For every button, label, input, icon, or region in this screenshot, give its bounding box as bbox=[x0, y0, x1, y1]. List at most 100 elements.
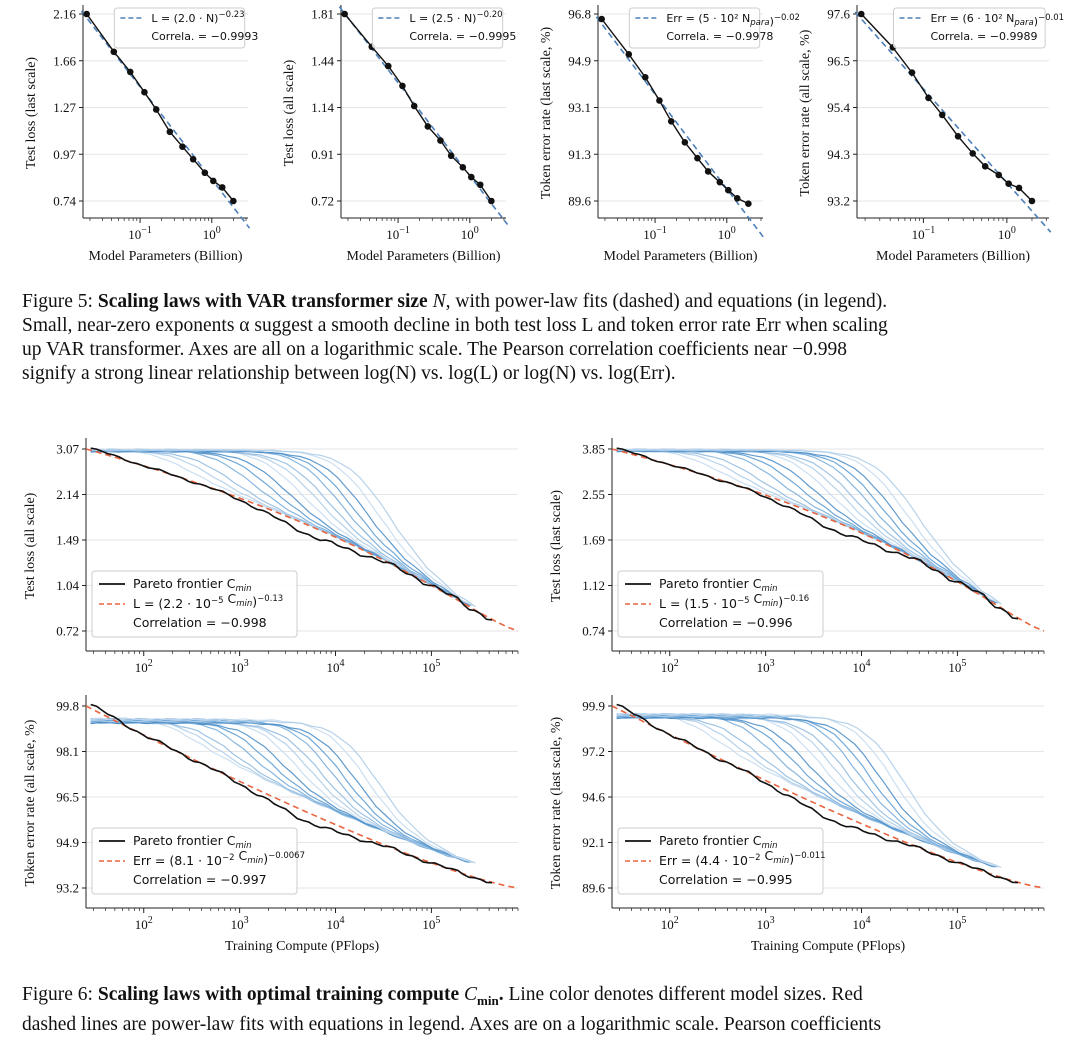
figure6-caption-bold: Scaling laws with optimal training compu… bbox=[97, 984, 460, 1005]
model-size-curve bbox=[616, 449, 1002, 605]
y-tick-label: 94.9 bbox=[56, 835, 79, 850]
y-axis-label: Test loss (all scale) bbox=[23, 492, 38, 599]
data-point bbox=[694, 154, 701, 162]
legend-fit-label: L = (2.2 · 10−5 Cmin)−0.13 bbox=[133, 591, 283, 611]
figure5-caption-line3: up VAR transformer. Axes are all on a lo… bbox=[22, 339, 848, 360]
data-point bbox=[384, 62, 392, 70]
fig6-panel-b: 3.85 2.55 1.69 1.12 0.74 102 103 104 105 Test los… bbox=[549, 438, 1045, 675]
y-tick-label: 97.2 bbox=[582, 744, 605, 759]
data-point bbox=[399, 82, 406, 90]
x-tick-label: 100 bbox=[998, 225, 1016, 242]
data-point bbox=[641, 74, 649, 81]
data-point bbox=[152, 106, 160, 113]
figure6-caption-line2: dashed lines are power-law fits with equ… bbox=[22, 1013, 882, 1035]
data-point bbox=[733, 195, 741, 202]
y-axis-label: Test loss (last scale) bbox=[24, 57, 39, 169]
x-tick-label: 102 bbox=[661, 915, 679, 932]
model-size-curve bbox=[616, 715, 1002, 869]
legend-pareto-label: Pareto frontier Cmin bbox=[133, 833, 252, 851]
model-size-curve bbox=[90, 721, 472, 863]
x-tick-label: 10−1 bbox=[643, 225, 667, 242]
fit-line bbox=[338, 6, 509, 225]
x-tick-label: 105 bbox=[948, 915, 966, 932]
y-tick-label: 96.5 bbox=[827, 53, 850, 68]
y-axis-label: Token error rate (all scale, %) bbox=[798, 29, 813, 196]
legend-correlation-label: Correla. = −0.9978 bbox=[666, 30, 773, 43]
x-tick-label: 102 bbox=[135, 915, 153, 932]
legend-correlation-label: Correlation = −0.998 bbox=[133, 615, 267, 630]
x-tick-label: 105 bbox=[422, 915, 440, 932]
model-size-curve bbox=[90, 717, 474, 863]
data-point bbox=[201, 169, 209, 177]
data-point bbox=[938, 111, 946, 119]
fit-line bbox=[595, 16, 766, 240]
y-tick-label: 93.2 bbox=[56, 881, 79, 896]
fit-line bbox=[80, 10, 251, 229]
x-tick-label: 102 bbox=[661, 658, 679, 675]
x-tick-label: 103 bbox=[231, 658, 249, 675]
model-size-curve bbox=[616, 716, 998, 868]
model-size-curve bbox=[616, 450, 974, 592]
y-tick-label: 0.74 bbox=[582, 624, 605, 639]
y-tick-label: 94.9 bbox=[568, 53, 591, 68]
x-axis-label: Model Parameters (Billion) bbox=[347, 249, 501, 264]
legend-box bbox=[617, 570, 824, 638]
model-size-curve bbox=[616, 448, 966, 586]
figure6-caption-label: Figure 6: bbox=[22, 984, 93, 1005]
data-point bbox=[189, 155, 197, 163]
figure6-caption-rest: Line color denotes different model sizes… bbox=[508, 984, 863, 1005]
y-tick-label: 1.04 bbox=[56, 578, 79, 593]
data-point bbox=[437, 137, 444, 144]
x-tick-label: 103 bbox=[757, 915, 775, 932]
data-point bbox=[1028, 197, 1036, 205]
y-tick-label: 99.8 bbox=[56, 699, 79, 714]
x-tick-label: 10−1 bbox=[128, 225, 152, 242]
data-point bbox=[1005, 180, 1012, 187]
data-point bbox=[981, 163, 989, 170]
y-tick-label: 99.9 bbox=[582, 699, 605, 714]
legend-fit-label: L = (2.0 · N)−0.23 bbox=[151, 10, 244, 25]
x-tick-label: 10−1 bbox=[912, 225, 936, 242]
pareto-frontier-line bbox=[616, 703, 1019, 884]
x-tick-label: 100 bbox=[203, 225, 221, 242]
fig6-panel-a: 3.07 2.14 1.49 1.04 0.72 102 103 104 105 Test los… bbox=[23, 438, 519, 675]
legend-box bbox=[91, 827, 298, 895]
model-size-curve bbox=[616, 450, 998, 604]
data-point bbox=[341, 10, 348, 18]
y-tick-label: 0.72 bbox=[56, 624, 79, 639]
y-tick-label: 91.3 bbox=[568, 147, 591, 162]
x-tick-label: 100 bbox=[718, 225, 736, 242]
data-point bbox=[126, 68, 134, 76]
x-axis-label: Training Compute (PFlops) bbox=[751, 939, 906, 954]
legend-pareto-label: Pareto frontier Cmin bbox=[659, 576, 778, 594]
data-point bbox=[925, 94, 932, 102]
model-size-curve bbox=[616, 713, 1000, 868]
y-tick-label: 2.55 bbox=[582, 487, 605, 502]
y-tick-label: 2.16 bbox=[53, 7, 76, 22]
y-tick-label: 2.14 bbox=[56, 487, 79, 502]
data-point bbox=[488, 197, 495, 205]
data-point bbox=[716, 178, 724, 186]
legend-pareto-label: Pareto frontier Cmin bbox=[133, 576, 252, 594]
y-tick-label: 1.81 bbox=[311, 7, 334, 22]
y-axis-label: Token error rate (last scale, %) bbox=[549, 716, 564, 889]
pareto-frontier-line bbox=[616, 447, 1019, 620]
model-size-curve bbox=[90, 449, 476, 608]
data-point bbox=[745, 200, 752, 208]
legend-box bbox=[628, 7, 761, 49]
figure5-caption: Figure 5: Scaling laws with VAR transfor… bbox=[22, 291, 888, 384]
legend-box bbox=[617, 827, 824, 895]
data-point bbox=[1015, 184, 1023, 192]
data-point bbox=[424, 123, 432, 130]
x-tick-label: 103 bbox=[231, 915, 249, 932]
model-size-curve bbox=[90, 448, 440, 589]
fig5-panel-d: 97.6 96.5 95.4 94.3 93.2 10−1 100 Token error r… bbox=[798, 5, 1064, 264]
data-point bbox=[459, 164, 467, 171]
data-point bbox=[179, 143, 186, 150]
fig6-panel-c: 99.8 98.1 96.5 94.9 93.2 102 103 104 105 Token er… bbox=[23, 695, 519, 954]
y-tick-label: 1.49 bbox=[56, 533, 79, 548]
x-tick-label: 104 bbox=[327, 915, 345, 932]
data-point bbox=[166, 128, 174, 136]
legend-correlation-label: Correlation = −0.995 bbox=[659, 872, 793, 887]
y-tick-label: 94.3 bbox=[827, 147, 850, 162]
